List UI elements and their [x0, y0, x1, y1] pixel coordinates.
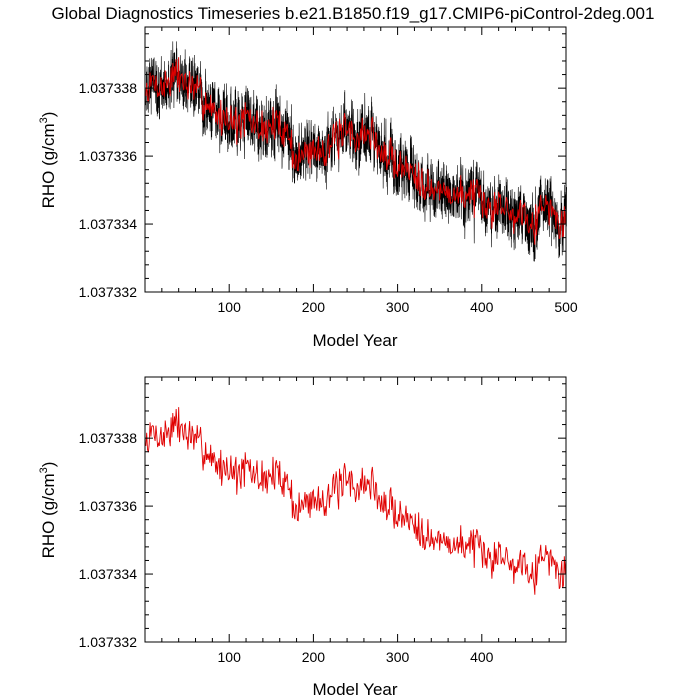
- bottom-x-tick-label: 300: [386, 649, 410, 665]
- figure-title: Global Diagnostics Timeseries b.e21.B185…: [52, 4, 655, 23]
- top-x-tick-label: 100: [218, 299, 242, 315]
- bottom-y-axis-label-main: RHO (g/cm: [39, 473, 58, 558]
- top-y-axis-label-sup: 3: [38, 117, 50, 123]
- top-y-axis-label-close: ): [39, 112, 58, 118]
- bottom-plot-frame: [144, 376, 567, 643]
- bottom-y-tick-label: 1.037334: [79, 566, 138, 582]
- top-x-axis-label: Model Year: [312, 331, 397, 350]
- top-annual-mean-line: [145, 57, 567, 245]
- top-y-axis-label-main: RHO (g/cm: [39, 123, 58, 208]
- bottom-y-axis-label-close: ): [39, 462, 58, 468]
- bottom-x-tick-label: 100: [218, 649, 242, 665]
- top-y-tick-label: 1.037334: [79, 216, 138, 232]
- top-monthly-line: [145, 41, 567, 262]
- top-y-tick-label: 1.037336: [79, 148, 138, 164]
- top-monthly-series: [145, 41, 567, 262]
- bottom-panel: 100 200 300 400 1.0373321.0373341.0373361.0…: [38, 376, 567, 699]
- top-x-tick-label: 400: [470, 299, 494, 315]
- bottom-x-tick-label: 200: [302, 649, 326, 665]
- bottom-x-axis-label: Model Year: [312, 680, 397, 699]
- bottom-annual-mean-series: [145, 407, 567, 595]
- bottom-x-axis: 100 200 300 400: [161, 377, 550, 665]
- top-x-tick-label: 200: [302, 299, 326, 315]
- top-y-axis-label: RHO (g/cm3): [38, 112, 58, 209]
- top-y-tick-label: 1.037338: [79, 80, 138, 96]
- bottom-y-tick-label: 1.037338: [79, 430, 138, 446]
- bottom-y-tick-label: 1.037336: [79, 498, 138, 514]
- top-y-tick-label: 1.037332: [79, 284, 138, 300]
- bottom-x-tick-label: 400: [470, 649, 494, 665]
- top-x-axis: 100 200 300 400 500: [161, 27, 578, 315]
- top-x-tick-label: 500: [554, 299, 578, 315]
- bottom-y-axis: 1.037332 1.037334 1.037336 1.037338: [79, 383, 566, 650]
- bottom-y-axis-label-sup: 3: [38, 467, 50, 473]
- top-panel: 100 200 300 400 500 1.037332 1.037334 1.037336…: [38, 26, 578, 350]
- bottom-y-tick-label: 1.037332: [79, 634, 138, 650]
- top-plot-frame: [144, 26, 567, 293]
- bottom-annual-mean-line: [145, 407, 567, 595]
- bottom-y-axis-label: RHO (g/cm3): [38, 462, 58, 559]
- top-annual-mean-series: [145, 57, 567, 245]
- top-x-tick-label: 300: [386, 299, 410, 315]
- top-y-axis: 1.037332 1.037334 1.037336 1.037338: [79, 33, 566, 300]
